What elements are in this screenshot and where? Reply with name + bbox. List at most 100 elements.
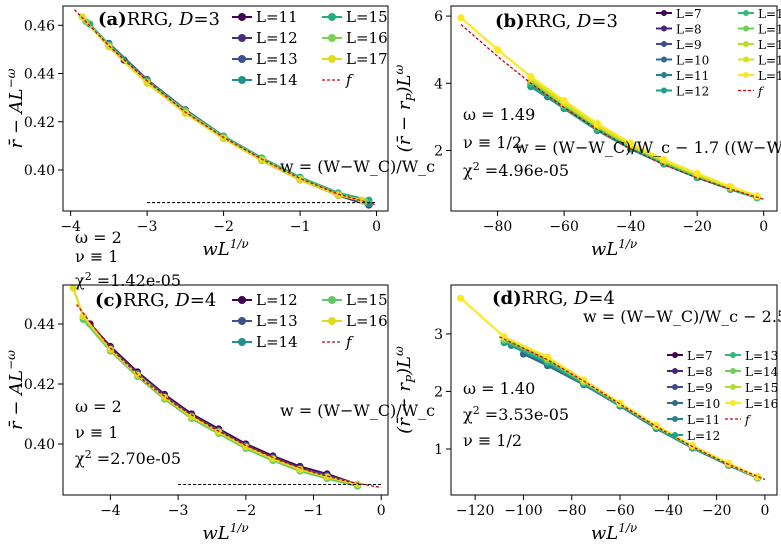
legend-marker <box>743 10 749 16</box>
legend-entry: L=15 <box>725 381 778 395</box>
series-L-16 <box>457 294 762 481</box>
legend-entry: L=12 <box>232 291 298 309</box>
data-point <box>725 459 733 467</box>
legend-label: L=16 <box>758 54 781 68</box>
legend-entry: f <box>322 333 354 351</box>
y-tick-label: 6 <box>434 9 443 25</box>
legend-entry: f <box>738 85 765 99</box>
legend-marker <box>238 55 246 63</box>
legend: L=11 L=12 L=13 L=14 L=15 L=16 L=17 f <box>232 8 388 89</box>
annotation: ω = 2 <box>75 228 122 247</box>
data-point <box>753 192 761 200</box>
legend-entry: L=15 <box>738 38 781 52</box>
legend-label: L=8 <box>687 365 713 379</box>
legend-entry: L=14 <box>725 365 779 379</box>
legend-marker <box>730 368 736 374</box>
legend-entry: L=11 <box>656 69 709 83</box>
legend-label: L=11 <box>687 413 720 427</box>
legend-marker <box>672 416 678 422</box>
data-point <box>79 312 87 321</box>
data-point <box>652 421 660 429</box>
legend-label: L=13 <box>256 312 298 330</box>
legend-label: L=17 <box>758 69 781 83</box>
y-axis-label: (r̄ − rP)Lω <box>392 346 418 434</box>
series-L-17 <box>78 13 365 204</box>
legend-label: L=11 <box>676 69 709 83</box>
w-definition: w = (W−W_C)/W_c <box>280 157 435 176</box>
x-tick-label: −3 <box>137 219 158 235</box>
axes-frame <box>62 5 389 212</box>
series-L-16 <box>69 285 362 489</box>
data-point <box>334 191 342 199</box>
legend-marker <box>238 317 246 325</box>
legend-entry: L=12 <box>232 29 298 47</box>
legend-label: L=7 <box>676 7 702 21</box>
legend-label: f <box>744 413 752 427</box>
legend-label: f <box>345 71 354 89</box>
data-point <box>693 169 701 177</box>
series-L-15 <box>86 20 373 204</box>
legend: L=7 L=8 L=9 L=10 L=11 L=12 L=13 L=14 L=15 L=16 f <box>667 349 779 443</box>
axes-frame <box>450 5 778 212</box>
x-tick-label: −60 <box>605 503 635 519</box>
legend-entry: L=14 <box>232 71 298 89</box>
x-tick-label: 0 <box>377 503 386 519</box>
annotation: ν ≡ 1 <box>75 423 118 442</box>
x-axis-label: wL1/ν <box>591 237 637 260</box>
legend-label: L=15 <box>758 38 781 52</box>
legend-marker <box>661 25 667 32</box>
legend-label: L=14 <box>256 333 298 351</box>
y-tick-label: 0.46 <box>24 18 55 34</box>
legend-marker <box>661 56 667 63</box>
y-tick-label: 0.42 <box>24 115 55 131</box>
x-tick-label: 0 <box>760 503 769 519</box>
w-definition: w = (W−W_C)/W_c <box>280 401 435 420</box>
legend-label: L=12 <box>256 29 298 47</box>
y-tick-label: 0.40 <box>24 163 55 179</box>
series-line <box>146 79 370 207</box>
y-tick-label: 1 <box>434 442 443 458</box>
y-axis-label: (r̄ − rP)Lω <box>392 64 418 152</box>
series-line <box>72 287 358 486</box>
fit-curve <box>499 336 766 481</box>
legend-entry: L=13 <box>738 7 781 21</box>
data-point <box>357 196 365 204</box>
legend-label: L=17 <box>346 50 388 68</box>
x-tick-label: −4 <box>60 219 81 235</box>
legend-entry: L=7 <box>667 349 713 363</box>
legend-marker <box>238 296 246 304</box>
legend-entry: L=15 <box>322 8 388 26</box>
w-definition: w = (W−W_C)/W_c − 1.7 ((W−W_C)/W_c)² <box>515 138 781 157</box>
plot-area <box>69 285 382 490</box>
x-tick-label: −60 <box>549 219 579 235</box>
w-definition: w = (W−W_C)/W_c − 2.50 ((W−W_C)/W_c)² <box>583 307 781 326</box>
annotation: χ2 =1.42e-05 <box>75 270 181 290</box>
legend-label: L=15 <box>745 381 778 395</box>
legend-label: L=15 <box>346 8 388 26</box>
data-point <box>457 294 465 302</box>
fit-curve <box>460 23 764 200</box>
x-tick-label: −20 <box>682 219 712 235</box>
x-tick-label: −120 <box>456 503 494 519</box>
legend-marker <box>328 34 336 42</box>
legend-label: L=12 <box>256 291 298 309</box>
series-L-14 <box>105 42 373 208</box>
fit-curve <box>73 9 377 206</box>
data-point <box>543 353 552 361</box>
data-point <box>353 480 362 489</box>
legend: L=12 L=13 L=14 L=15 L=16 f <box>232 291 388 351</box>
legend-entry: L=9 <box>667 381 713 395</box>
x-tick-label: −40 <box>654 503 684 519</box>
legend-label: L=8 <box>676 23 702 37</box>
legend-marker <box>730 352 736 358</box>
y-tick-label: 0.44 <box>24 317 55 333</box>
annotation: ω = 2 <box>75 397 122 416</box>
data-point <box>143 79 151 87</box>
legend-marker <box>328 317 336 325</box>
x-tick-label: −2 <box>235 503 256 519</box>
legend-marker <box>743 41 749 47</box>
legend-label: L=9 <box>676 38 702 52</box>
x-tick-label: 0 <box>372 219 381 235</box>
data-point <box>593 120 601 128</box>
legend-marker <box>672 368 678 374</box>
